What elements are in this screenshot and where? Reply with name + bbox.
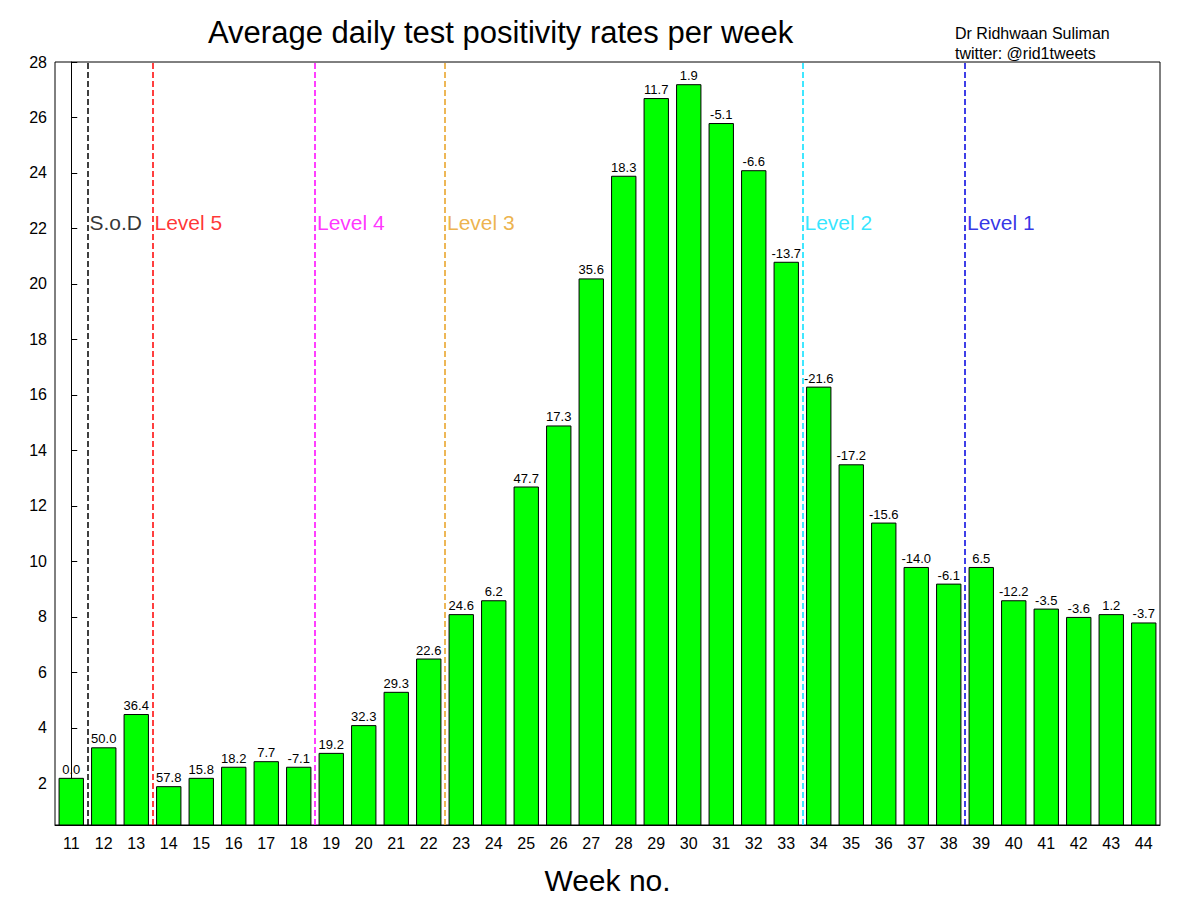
svg-text:15.8: 15.8 xyxy=(189,762,214,777)
svg-text:20: 20 xyxy=(355,835,373,852)
svg-text:-12.2: -12.2 xyxy=(999,584,1029,599)
svg-text:30: 30 xyxy=(680,835,698,852)
svg-text:-3.6: -3.6 xyxy=(1068,601,1090,616)
svg-text:-21.6: -21.6 xyxy=(804,371,834,386)
svg-text:47.7: 47.7 xyxy=(514,471,539,486)
svg-text:35: 35 xyxy=(842,835,860,852)
svg-text:41: 41 xyxy=(1037,835,1055,852)
svg-text:40: 40 xyxy=(1005,835,1023,852)
svg-text:22: 22 xyxy=(420,835,438,852)
svg-text:28: 28 xyxy=(29,54,47,71)
svg-text:14: 14 xyxy=(29,442,47,459)
svg-text:26: 26 xyxy=(550,835,568,852)
svg-text:18: 18 xyxy=(290,835,308,852)
svg-text:29.3: 29.3 xyxy=(384,676,409,691)
svg-text:-6.1: -6.1 xyxy=(938,568,960,583)
svg-text:6.2: 6.2 xyxy=(485,584,503,599)
svg-text:27: 27 xyxy=(582,835,600,852)
svg-text:Average daily test positivity: Average daily test positivity rates per … xyxy=(208,15,794,50)
svg-text:44: 44 xyxy=(1135,835,1153,852)
svg-text:-17.2: -17.2 xyxy=(836,448,866,463)
svg-text:35.6: 35.6 xyxy=(579,262,604,277)
svg-text:25: 25 xyxy=(517,835,535,852)
svg-text:Level 1: Level 1 xyxy=(967,211,1035,234)
svg-text:28: 28 xyxy=(615,835,633,852)
svg-text:18.2: 18.2 xyxy=(221,751,246,766)
svg-text:6.5: 6.5 xyxy=(972,551,990,566)
svg-text:38: 38 xyxy=(940,835,958,852)
svg-text:57.8: 57.8 xyxy=(156,770,181,785)
svg-text:37: 37 xyxy=(907,835,925,852)
svg-text:13: 13 xyxy=(127,835,145,852)
svg-text:1.2: 1.2 xyxy=(1102,598,1120,613)
svg-text:10: 10 xyxy=(29,553,47,570)
svg-text:Dr Ridhwaan Suliman: Dr Ridhwaan Suliman xyxy=(955,25,1110,42)
svg-text:32: 32 xyxy=(745,835,763,852)
svg-text:20: 20 xyxy=(29,275,47,292)
svg-text:34: 34 xyxy=(810,835,828,852)
svg-text:22: 22 xyxy=(29,220,47,237)
svg-text:-14.0: -14.0 xyxy=(901,551,931,566)
svg-text:-3.7: -3.7 xyxy=(1133,606,1155,621)
svg-text:50.0: 50.0 xyxy=(91,731,116,746)
svg-text:-3.5: -3.5 xyxy=(1035,593,1057,608)
svg-text:29: 29 xyxy=(647,835,665,852)
svg-text:24.6: 24.6 xyxy=(449,598,474,613)
svg-text:12: 12 xyxy=(29,497,47,514)
svg-text:31: 31 xyxy=(712,835,730,852)
svg-text:18: 18 xyxy=(29,331,47,348)
svg-text:-13.7: -13.7 xyxy=(771,246,801,261)
svg-text:36: 36 xyxy=(875,835,893,852)
svg-text:17.3: 17.3 xyxy=(546,409,571,424)
svg-text:2: 2 xyxy=(38,775,47,792)
svg-text:39: 39 xyxy=(972,835,990,852)
svg-text:16: 16 xyxy=(225,835,243,852)
svg-text:16: 16 xyxy=(29,386,47,403)
svg-text:22.6: 22.6 xyxy=(416,643,441,658)
svg-text:17: 17 xyxy=(257,835,275,852)
svg-text:1.9: 1.9 xyxy=(680,68,698,83)
svg-text:14: 14 xyxy=(160,835,178,852)
svg-text:23: 23 xyxy=(452,835,470,852)
svg-text:33: 33 xyxy=(777,835,795,852)
svg-text:24: 24 xyxy=(29,164,47,181)
svg-text:Week no.: Week no. xyxy=(544,864,670,897)
svg-text:36.4: 36.4 xyxy=(124,698,149,713)
svg-text:S.o.D: S.o.D xyxy=(90,211,143,234)
svg-text:0.0: 0.0 xyxy=(62,762,80,777)
svg-text:4: 4 xyxy=(38,719,47,736)
svg-text:18.3: 18.3 xyxy=(611,160,636,175)
svg-text:twitter: @rid1tweets: twitter: @rid1tweets xyxy=(955,45,1096,62)
svg-text:32.3: 32.3 xyxy=(351,709,376,724)
svg-text:-15.6: -15.6 xyxy=(869,507,899,522)
svg-text:19.2: 19.2 xyxy=(319,737,344,752)
svg-text:6: 6 xyxy=(38,664,47,681)
svg-text:Level 2: Level 2 xyxy=(805,211,873,234)
svg-text:43: 43 xyxy=(1102,835,1120,852)
svg-text:-7.1: -7.1 xyxy=(288,751,310,766)
svg-text:19: 19 xyxy=(322,835,340,852)
svg-text:21: 21 xyxy=(387,835,405,852)
svg-text:26: 26 xyxy=(29,109,47,126)
svg-text:8: 8 xyxy=(38,608,47,625)
svg-text:Level 4: Level 4 xyxy=(317,211,385,234)
svg-text:-5.1: -5.1 xyxy=(710,107,732,122)
svg-text:24: 24 xyxy=(485,835,503,852)
svg-text:42: 42 xyxy=(1070,835,1088,852)
svg-text:-6.6: -6.6 xyxy=(743,154,765,169)
svg-text:15: 15 xyxy=(192,835,210,852)
svg-text:Level 5: Level 5 xyxy=(155,211,223,234)
svg-text:11: 11 xyxy=(63,835,80,852)
svg-text:7.7: 7.7 xyxy=(257,745,275,760)
svg-text:12: 12 xyxy=(95,835,113,852)
svg-text:Level 3: Level 3 xyxy=(447,211,515,234)
svg-text:11.7: 11.7 xyxy=(644,82,668,97)
